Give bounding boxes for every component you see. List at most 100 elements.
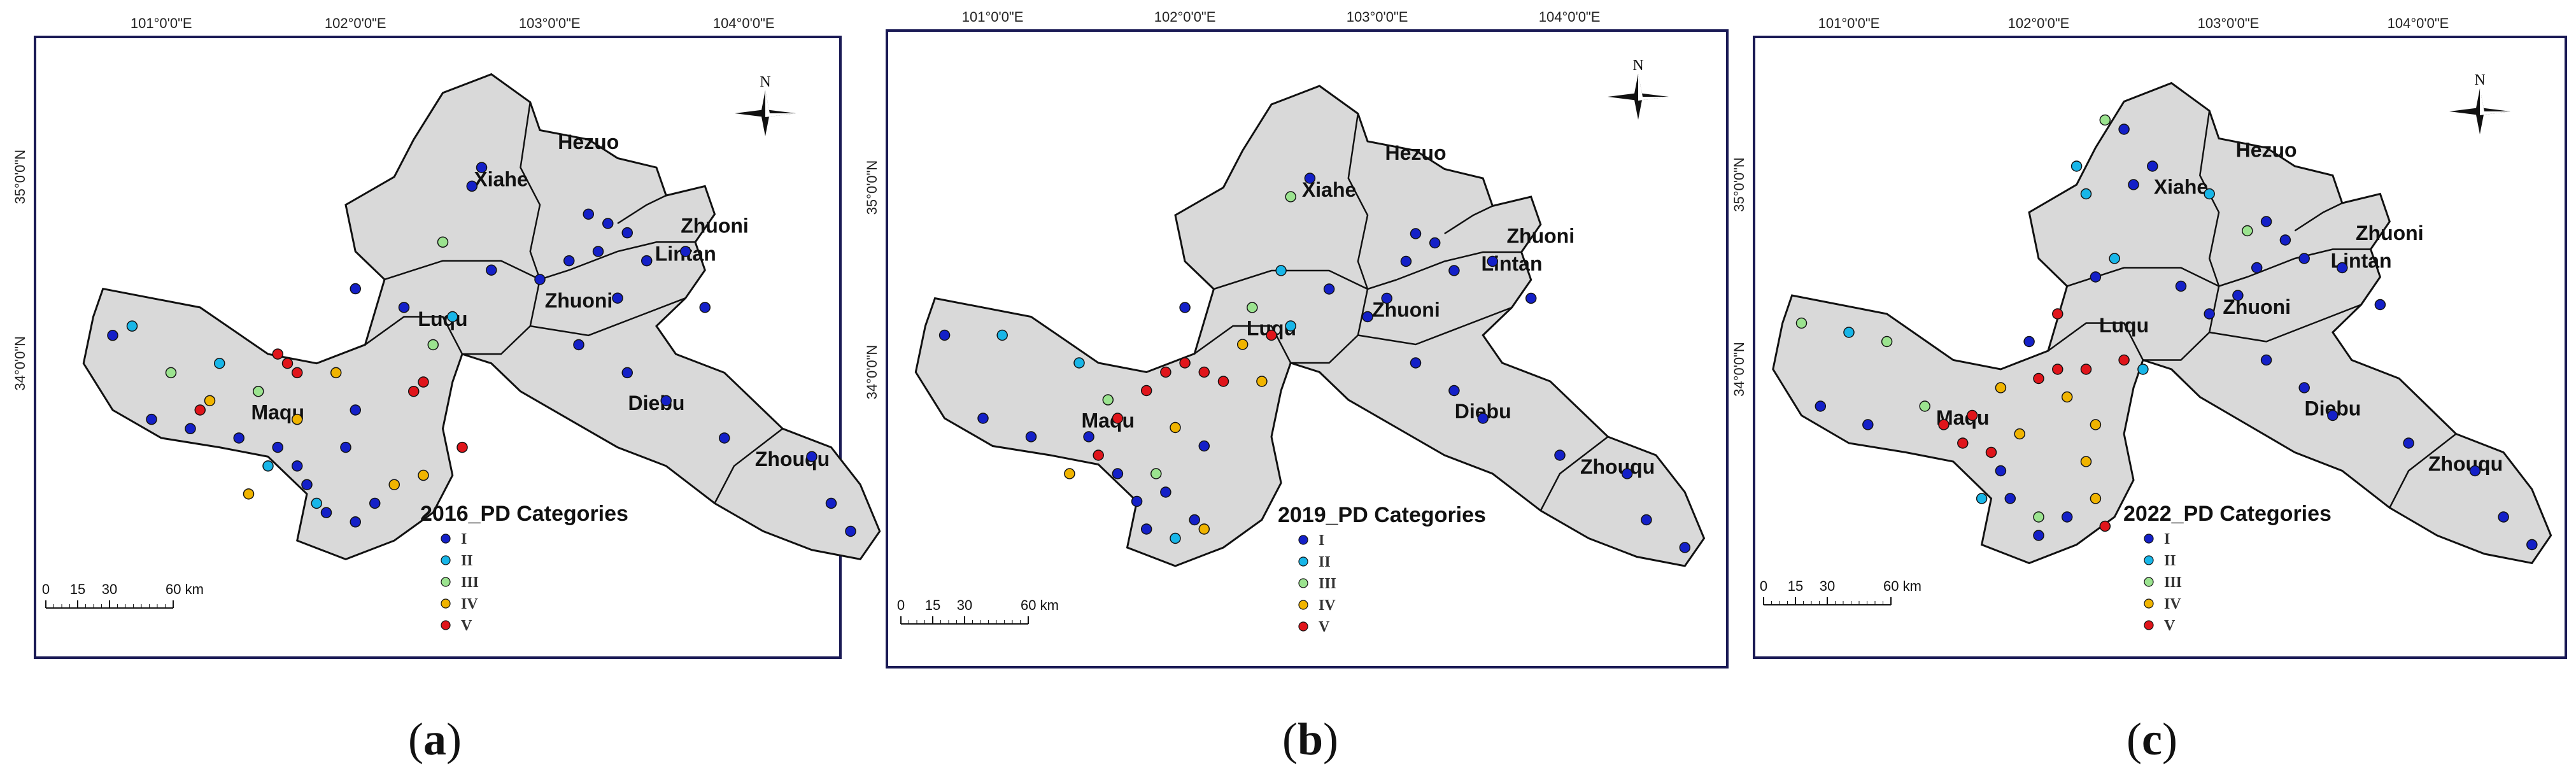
pd-point-I xyxy=(2298,253,2310,264)
pd-point-I xyxy=(1862,419,1874,430)
pd-point-I xyxy=(1131,495,1143,507)
county-boundary xyxy=(1396,251,1522,281)
legend-swatch-IV xyxy=(2144,598,2154,609)
map-a: 101°0'0"E 102°0'0"E 103°0'0"E 104°0'0"E 35°0… xyxy=(12,15,881,659)
pd-point-I xyxy=(680,246,691,257)
county-boundary xyxy=(1214,269,1397,290)
pd-point-I xyxy=(977,413,989,424)
pd-point-I xyxy=(1679,542,1691,553)
county-label: Zhouqu xyxy=(2428,453,2503,476)
scale-bar-label: 60 km xyxy=(166,581,204,597)
pd-point-I xyxy=(2061,511,2073,523)
pd-point-I xyxy=(486,264,497,276)
pd-point-I xyxy=(621,227,633,239)
legend-title: 2022_PD Categories xyxy=(2123,502,2332,526)
pd-point-I xyxy=(2403,437,2414,449)
pd-point-V xyxy=(2099,520,2111,532)
pd-point-I xyxy=(1160,486,1171,498)
north-arrow-highlight xyxy=(2480,88,2510,115)
pd-point-III xyxy=(165,367,177,379)
pd-point-I xyxy=(2374,299,2386,311)
pd-point-V xyxy=(418,376,429,388)
legend-swatch-V xyxy=(441,620,451,630)
pd-point-I xyxy=(1400,255,1412,267)
pd-point-I xyxy=(719,432,730,444)
pd-point-I xyxy=(2118,124,2130,135)
county-label: Zhuoni xyxy=(1372,299,1440,322)
pd-point-I xyxy=(1025,431,1037,442)
pd-point-I xyxy=(350,283,361,295)
legend-swatch-III xyxy=(2144,577,2154,587)
pd-point-II xyxy=(262,460,274,472)
legend-swatch-IV xyxy=(441,598,451,609)
pd-point-I xyxy=(1410,357,1422,369)
pd-point-V xyxy=(1266,329,1277,341)
county-label: Xiahe xyxy=(2154,176,2208,199)
pd-point-I xyxy=(369,497,381,509)
pd-point-I xyxy=(699,302,711,313)
county-label: Hezuo xyxy=(2236,139,2297,162)
county-boundary xyxy=(2142,286,2220,361)
map-panel-a: 101°0'0"E 102°0'0"E 103°0'0"E 104°0'0"E 35°0… xyxy=(0,0,881,778)
north-arrow-highlight xyxy=(765,90,796,117)
pd-point-II xyxy=(1843,327,1855,338)
county-boundary xyxy=(364,316,464,355)
longitude-label: 103°0'0"E xyxy=(1347,9,1408,25)
pd-point-I xyxy=(1995,465,2007,477)
pd-point-I xyxy=(233,432,244,444)
scale-bar-label: 30 xyxy=(957,597,972,613)
pd-point-V xyxy=(1985,446,1997,458)
pd-point-I xyxy=(340,441,351,453)
legend-swatch-III xyxy=(441,577,451,587)
pd-point-I xyxy=(825,497,837,509)
scale-bar-label: 15 xyxy=(70,581,85,597)
pd-point-IV xyxy=(1170,421,1181,434)
legend-label: II xyxy=(461,553,473,569)
legend-label: III xyxy=(2164,574,2182,591)
pd-point-I xyxy=(320,507,332,518)
scale-bar-label: 0 xyxy=(42,581,50,597)
county-label: Zhuoni xyxy=(681,215,749,237)
pd-point-I xyxy=(2175,280,2187,292)
pd-point-I xyxy=(398,302,410,313)
pd-point-V xyxy=(2052,364,2063,375)
pd-point-I xyxy=(2260,216,2272,227)
county-label: Maqu xyxy=(1082,409,1135,432)
pd-point-II xyxy=(1976,493,1988,504)
latitude-label: 35°0'0"N xyxy=(864,160,880,215)
scale-bar-label: 60 km xyxy=(1021,597,1059,613)
pd-point-V xyxy=(281,358,294,369)
pd-point-IV xyxy=(1256,376,1268,387)
pd-point-I xyxy=(660,395,672,407)
pd-point-II xyxy=(126,320,138,332)
pd-point-IV xyxy=(2080,456,2092,467)
pd-point-I xyxy=(2469,465,2481,477)
pd-point-II xyxy=(1275,265,1287,276)
pd-point-I xyxy=(2526,539,2538,551)
scale-bar-label: 30 xyxy=(102,581,117,597)
legend-label: I xyxy=(2164,531,2170,548)
pd-point-IV xyxy=(330,367,342,379)
county-label: Zhuoni xyxy=(1506,225,1575,248)
pd-point-I xyxy=(1429,237,1441,249)
pd-point-III xyxy=(1795,317,1808,329)
north-arrow-highlight xyxy=(1638,74,1669,101)
pd-point-V xyxy=(292,367,303,379)
longitude-label: 101°0'0"E xyxy=(1818,15,1880,31)
caption-close: ) xyxy=(446,714,462,765)
pd-point-III xyxy=(253,385,264,397)
pd-point-II xyxy=(1170,532,1181,544)
pd-point-V xyxy=(1198,366,1210,378)
pd-point-II xyxy=(2080,188,2092,200)
pd-point-I xyxy=(1448,265,1460,276)
county-label: Zhuoni xyxy=(2223,295,2291,318)
north-label: N xyxy=(2474,72,2485,88)
pd-point-I xyxy=(1554,449,1566,461)
legend-label: III xyxy=(1319,576,1336,592)
pd-point-II xyxy=(2204,188,2215,200)
pd-point-II xyxy=(311,497,322,509)
scale-bar-label: 30 xyxy=(1820,578,1835,594)
longitude-label: 102°0'0"E xyxy=(1154,9,1216,25)
pd-point-I xyxy=(2498,511,2509,523)
caption-close: ) xyxy=(1323,714,1338,765)
